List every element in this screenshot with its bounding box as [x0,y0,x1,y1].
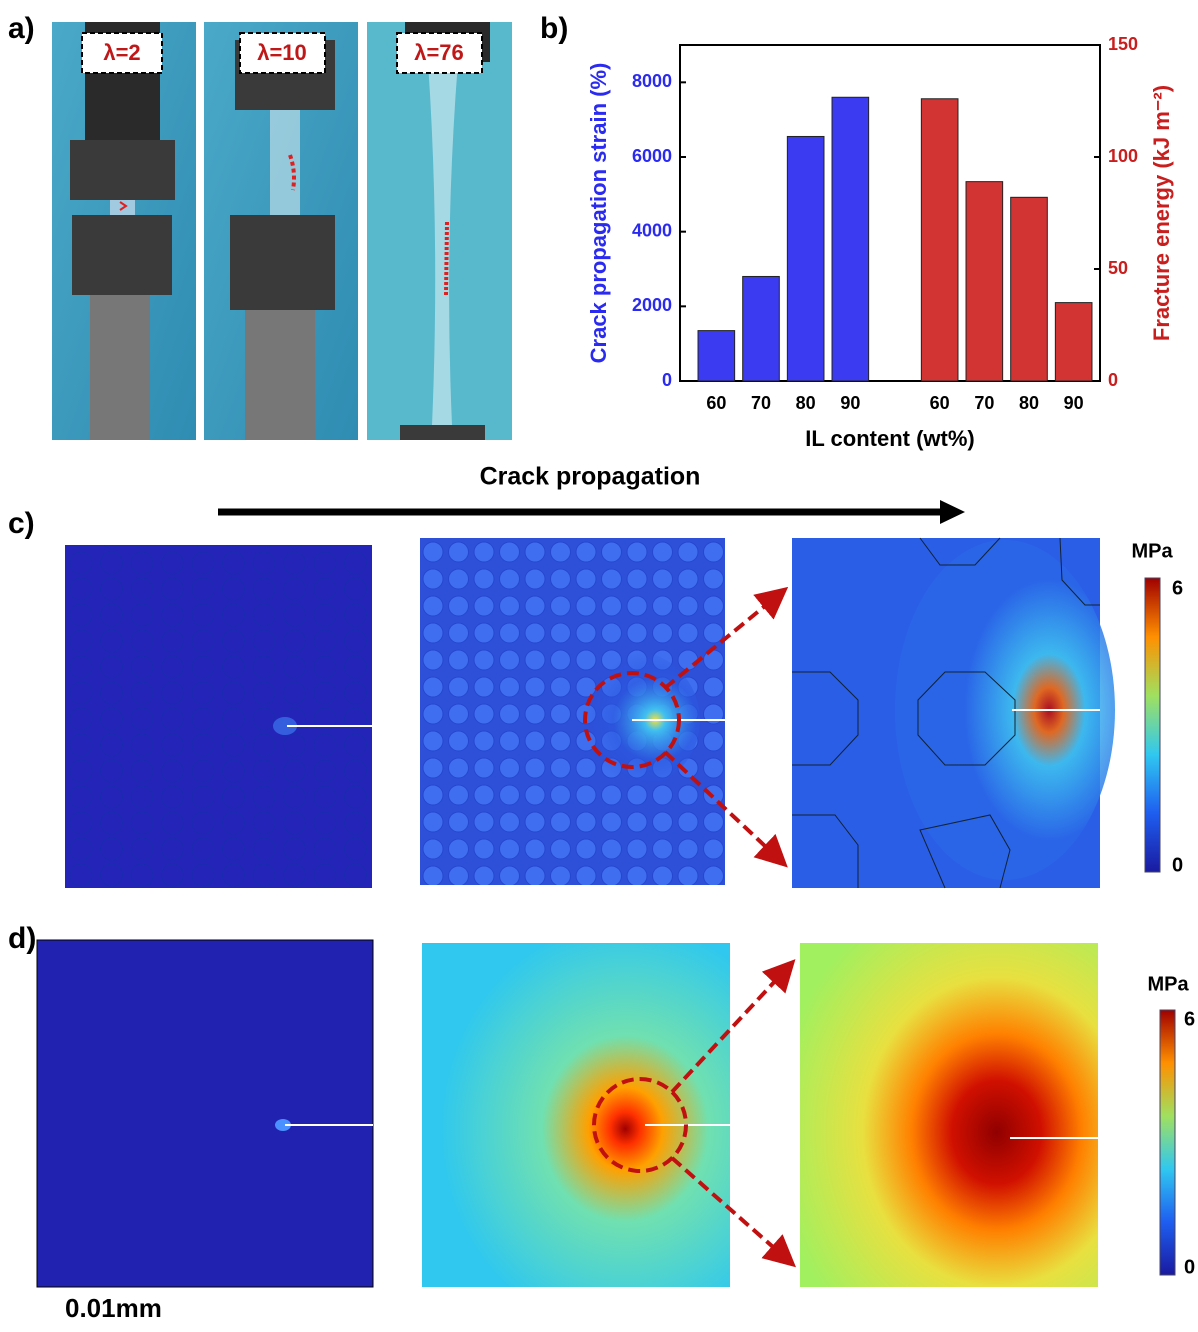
bar [920,98,959,382]
y-tick-label: 4000 [632,220,672,240]
photo-label: λ=2 [103,40,140,65]
stress-map [800,943,1098,1287]
colorbar-min: 0 [1172,854,1183,876]
y-tick-label: 8000 [632,71,672,91]
photos: λ=2 λ=10 λ=76 [52,22,512,440]
sample [270,110,300,215]
x-tick-label: 70 [974,393,994,413]
sample [428,62,458,425]
scale-bar: 0.01mm [65,1293,162,1323]
stress-map-holes [65,545,372,888]
colorbar-unit: MPa [1147,973,1189,995]
colorbar-min: 0 [1184,1256,1195,1278]
bar [831,96,870,382]
zoom-circle [583,671,681,769]
x-tick-label: 90 [1064,393,1084,413]
stress-tip [273,717,297,735]
colorbar-max: 6 [1172,577,1183,599]
panel-label: c) [8,507,35,540]
stress-map [36,939,374,1288]
y2-axis-label: Fracture energy (kJ m⁻²) [1149,85,1174,341]
bar [786,135,825,382]
colorbar [1159,1009,1176,1276]
zoom-circle [592,1077,688,1173]
colorbar [1144,577,1161,873]
x-tick-label: 60 [930,393,950,413]
arrow-head [940,500,965,524]
sim-row-c: MPa 6 0 [65,537,1183,889]
x-tick-label: 70 [751,393,771,413]
stress-map [422,943,730,1287]
x-tick-label: 80 [796,393,816,413]
stress-tip [275,1119,291,1131]
y-tick-label: 0 [662,370,672,390]
zoom-arrow [663,750,788,868]
photo-label: λ=76 [414,40,464,65]
y-tick-label: 2000 [632,295,672,315]
x-axis-label: IL content (wt%) [805,426,974,451]
sim-title: Crack propagation [480,463,701,491]
y2-tick-label: 100 [1108,146,1138,166]
bar [1054,302,1093,382]
bar [697,330,736,382]
zoom-arrow [670,959,796,1094]
holes [792,537,1100,889]
panel-label: b) [540,12,568,45]
y-tick-label: 6000 [632,146,672,166]
panel-label: d) [8,922,36,955]
x-tick-label: 60 [706,393,726,413]
photo-labels [81,32,483,74]
crack-mark [444,221,449,296]
colorbar-unit: MPa [1131,540,1173,562]
x-tick-label: 80 [1019,393,1039,413]
stress-tip [895,540,1115,880]
crack-mark [119,201,128,211]
y2-tick-label: 150 [1108,34,1138,54]
panel-label: a) [8,12,35,45]
photo-label: λ=10 [257,40,307,65]
zoom-arrow [663,586,789,690]
crack-mark [288,154,296,191]
y2-tick-label: 0 [1108,370,1118,390]
plot-frame [679,44,1101,382]
x-tick-label: 90 [840,393,860,413]
bar [1010,196,1048,382]
zoom-arrow [670,1156,797,1268]
y2-tick-label: 50 [1108,258,1128,278]
sim-row-d: MPa 6 0 0.01mm [36,939,1195,1323]
bar [965,181,1004,382]
y-axis-label: Crack propagation strain (%) [586,63,611,364]
bar [742,275,780,382]
colorbar-max: 6 [1184,1008,1195,1030]
